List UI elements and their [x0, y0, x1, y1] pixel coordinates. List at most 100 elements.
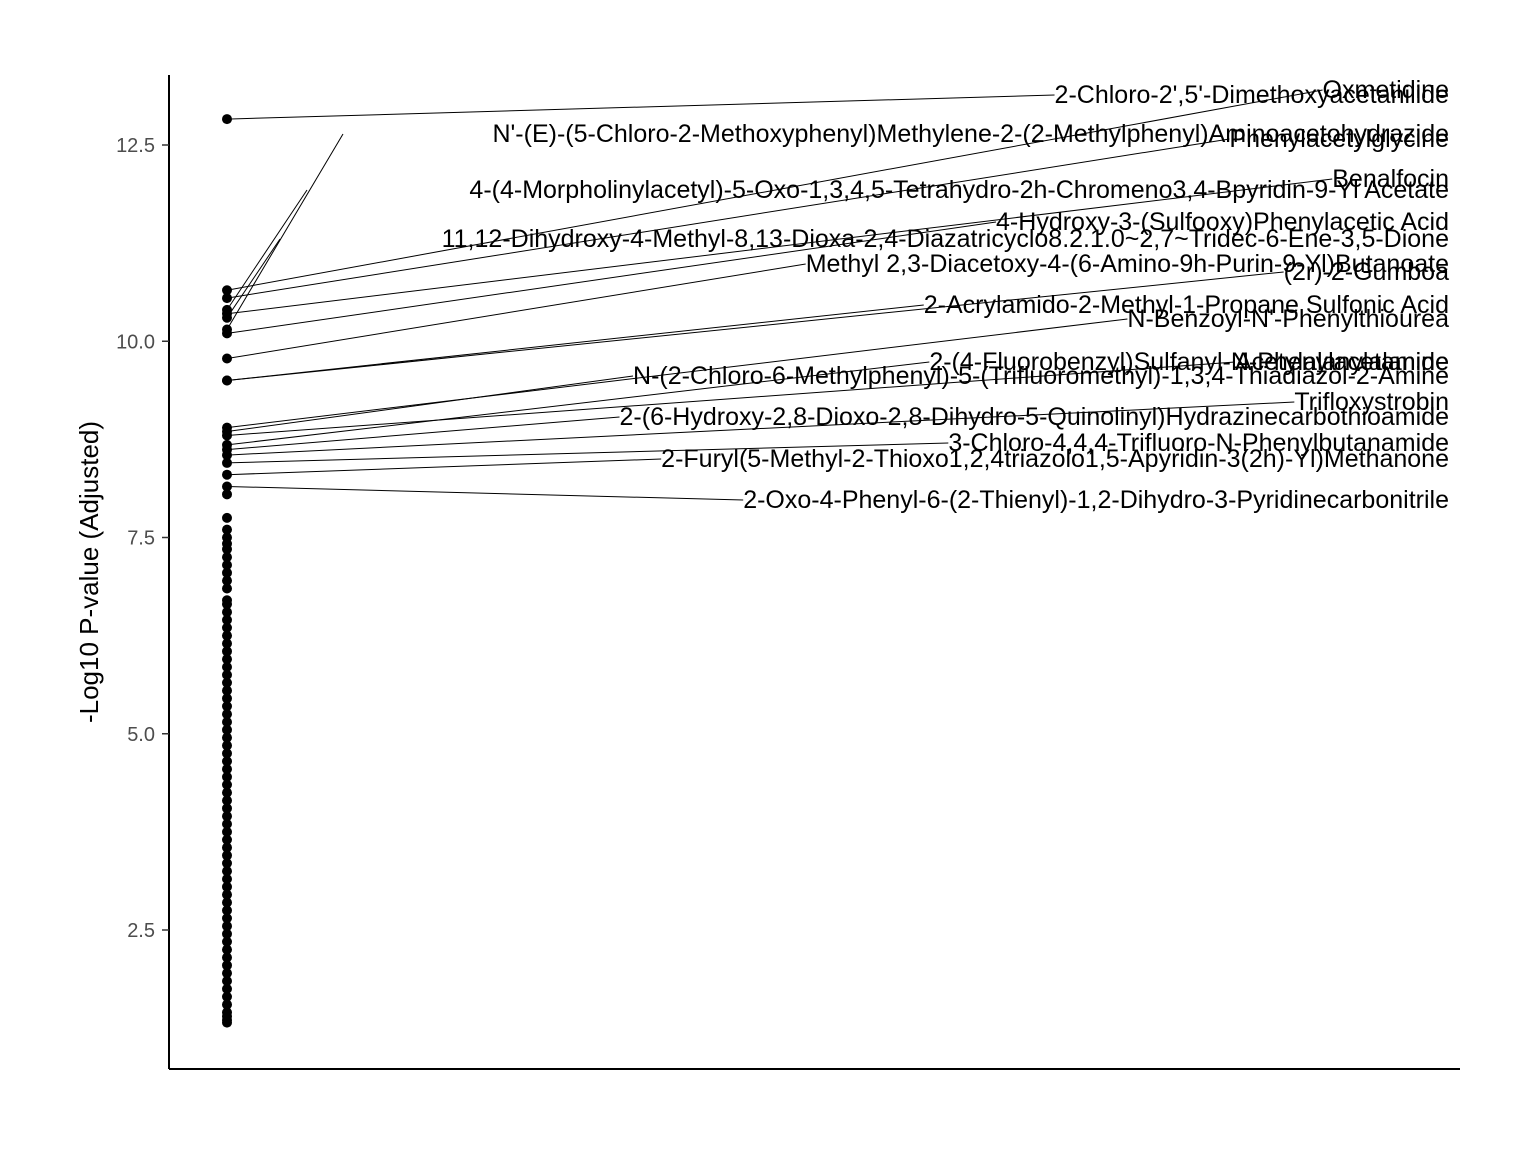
data-point	[222, 607, 232, 618]
data-point	[222, 913, 232, 924]
data-point	[222, 842, 232, 853]
point-labels: 2-Chloro-2',5'-DimethoxyacetanilideOxmet…	[442, 76, 1449, 514]
data-point	[222, 638, 232, 649]
data-point	[222, 622, 232, 633]
data-point	[222, 999, 232, 1010]
leader-line	[226, 271, 1284, 381]
point-label: 2-Chloro-2',5'-Dimethoxyacetanilide	[1055, 81, 1449, 109]
data-point	[222, 701, 232, 712]
leader-line	[226, 138, 1230, 299]
data-point	[222, 748, 232, 759]
data-point	[222, 889, 232, 900]
data-point	[222, 834, 232, 845]
data-point-labeled	[222, 285, 232, 296]
leader-line	[226, 458, 662, 476]
data-point	[222, 724, 232, 735]
data-point	[222, 960, 232, 971]
data-point-labeled	[222, 444, 232, 455]
leader-lines	[226, 89, 1333, 501]
leader-line	[226, 318, 1128, 429]
data-point	[222, 654, 232, 665]
data-point	[222, 897, 232, 908]
data-point	[222, 858, 232, 869]
data-point	[222, 905, 232, 916]
data-point	[222, 921, 232, 932]
data-point-labeled	[222, 293, 232, 304]
y-tick-label: 7.5	[127, 528, 155, 550]
data-point-labeled	[222, 375, 232, 386]
data-point-labeled	[222, 457, 232, 468]
data-point	[222, 669, 232, 680]
data-point-labeled	[222, 481, 232, 492]
leader-line	[226, 178, 1333, 315]
leader-line	[226, 189, 308, 311]
leader-line	[226, 304, 924, 381]
data-point	[222, 803, 232, 814]
leader-line	[226, 221, 997, 334]
data-point	[222, 740, 232, 751]
point-label: 11,12-Dihydroxy-4-Methyl-8,13-Dioxa-2,4-…	[442, 225, 1449, 253]
data-point	[222, 693, 232, 704]
point-label: 3-Chloro-4,4,4-Trifluoro-N-Phenylbutanam…	[948, 429, 1449, 457]
data-point	[222, 716, 232, 727]
leader-line	[226, 375, 634, 433]
data-point	[222, 1017, 232, 1028]
leader-line	[226, 361, 1236, 436]
data-point	[222, 850, 232, 861]
point-label: N-(2-Chloro-6-Methylphenyl)-5-(Trifluoro…	[633, 362, 1449, 390]
data-point	[222, 787, 232, 798]
data-point	[222, 944, 232, 955]
leader-line	[226, 89, 1323, 291]
data-point	[222, 677, 232, 688]
leader-line	[226, 238, 281, 318]
data-point	[222, 936, 232, 947]
point-label: Methyl 2,3-Diacetoxy-4-(6-Amino-9h-Purin…	[806, 250, 1449, 278]
point-label: Phenylacetylglycine	[1229, 125, 1449, 153]
data-point	[222, 599, 232, 610]
y-tick-label: 12.5	[116, 135, 155, 157]
data-point-labeled	[222, 312, 232, 323]
point-label: Oxmetidine	[1323, 76, 1449, 104]
data-point	[222, 559, 232, 570]
point-label: Acetylalanylalanine	[1235, 348, 1449, 376]
data-point	[222, 811, 232, 822]
point-label: Trifloxystrobin	[1294, 388, 1449, 416]
point-label: 4-Hydroxy-3-(Sulfooxy)Phenylacetic Acid	[996, 208, 1449, 236]
data-point-labeled	[222, 469, 232, 480]
leader-line	[226, 485, 744, 501]
y-axis-title: -Log10 P-value (Adjusted)	[74, 421, 104, 723]
data-point	[222, 512, 232, 523]
data-point	[222, 952, 232, 963]
leader-line	[226, 94, 1055, 120]
point-label: (2r)-2-Gumboa	[1284, 258, 1449, 286]
data-point	[222, 881, 232, 892]
point-label: 2-(6-Hydroxy-2,8-Dioxo-2,8-Dihydro-5-Qui…	[620, 403, 1449, 431]
data-point	[222, 826, 232, 837]
data-point	[222, 968, 232, 979]
data-point	[222, 873, 232, 884]
data-point	[222, 544, 232, 555]
data-point	[222, 552, 232, 563]
data-point	[222, 928, 232, 939]
leader-line	[226, 133, 344, 330]
point-label: 2-Oxo-4-Phenyl-6-(2-Thienyl)-1,2-Dihydro…	[743, 486, 1449, 514]
data-point-labeled	[222, 114, 232, 125]
y-tick-label: 2.5	[127, 920, 155, 942]
axes	[168, 75, 1460, 1070]
point-label: N'-(E)-(5-Chloro-2-Methoxyphenyl)Methyle…	[492, 120, 1449, 148]
data-point	[222, 567, 232, 578]
leader-line	[226, 263, 806, 360]
data-point-labeled	[222, 353, 232, 364]
y-ticks: 2.5 5.0 7.5 10.0 12.5	[116, 135, 169, 942]
y-tick-label: 5.0	[127, 724, 155, 746]
data-point	[222, 614, 232, 625]
leader-line	[226, 401, 1295, 456]
data-point-labeled	[222, 328, 232, 339]
y-tick-label: 10.0	[116, 331, 155, 353]
data-point	[222, 583, 232, 594]
data-point	[222, 991, 232, 1002]
data-point	[222, 795, 232, 806]
point-label: Benalfocin	[1332, 165, 1449, 193]
point-label: 2-Furyl(5-Methyl-2-Thioxo1,2,4triazolo1,…	[661, 445, 1449, 473]
